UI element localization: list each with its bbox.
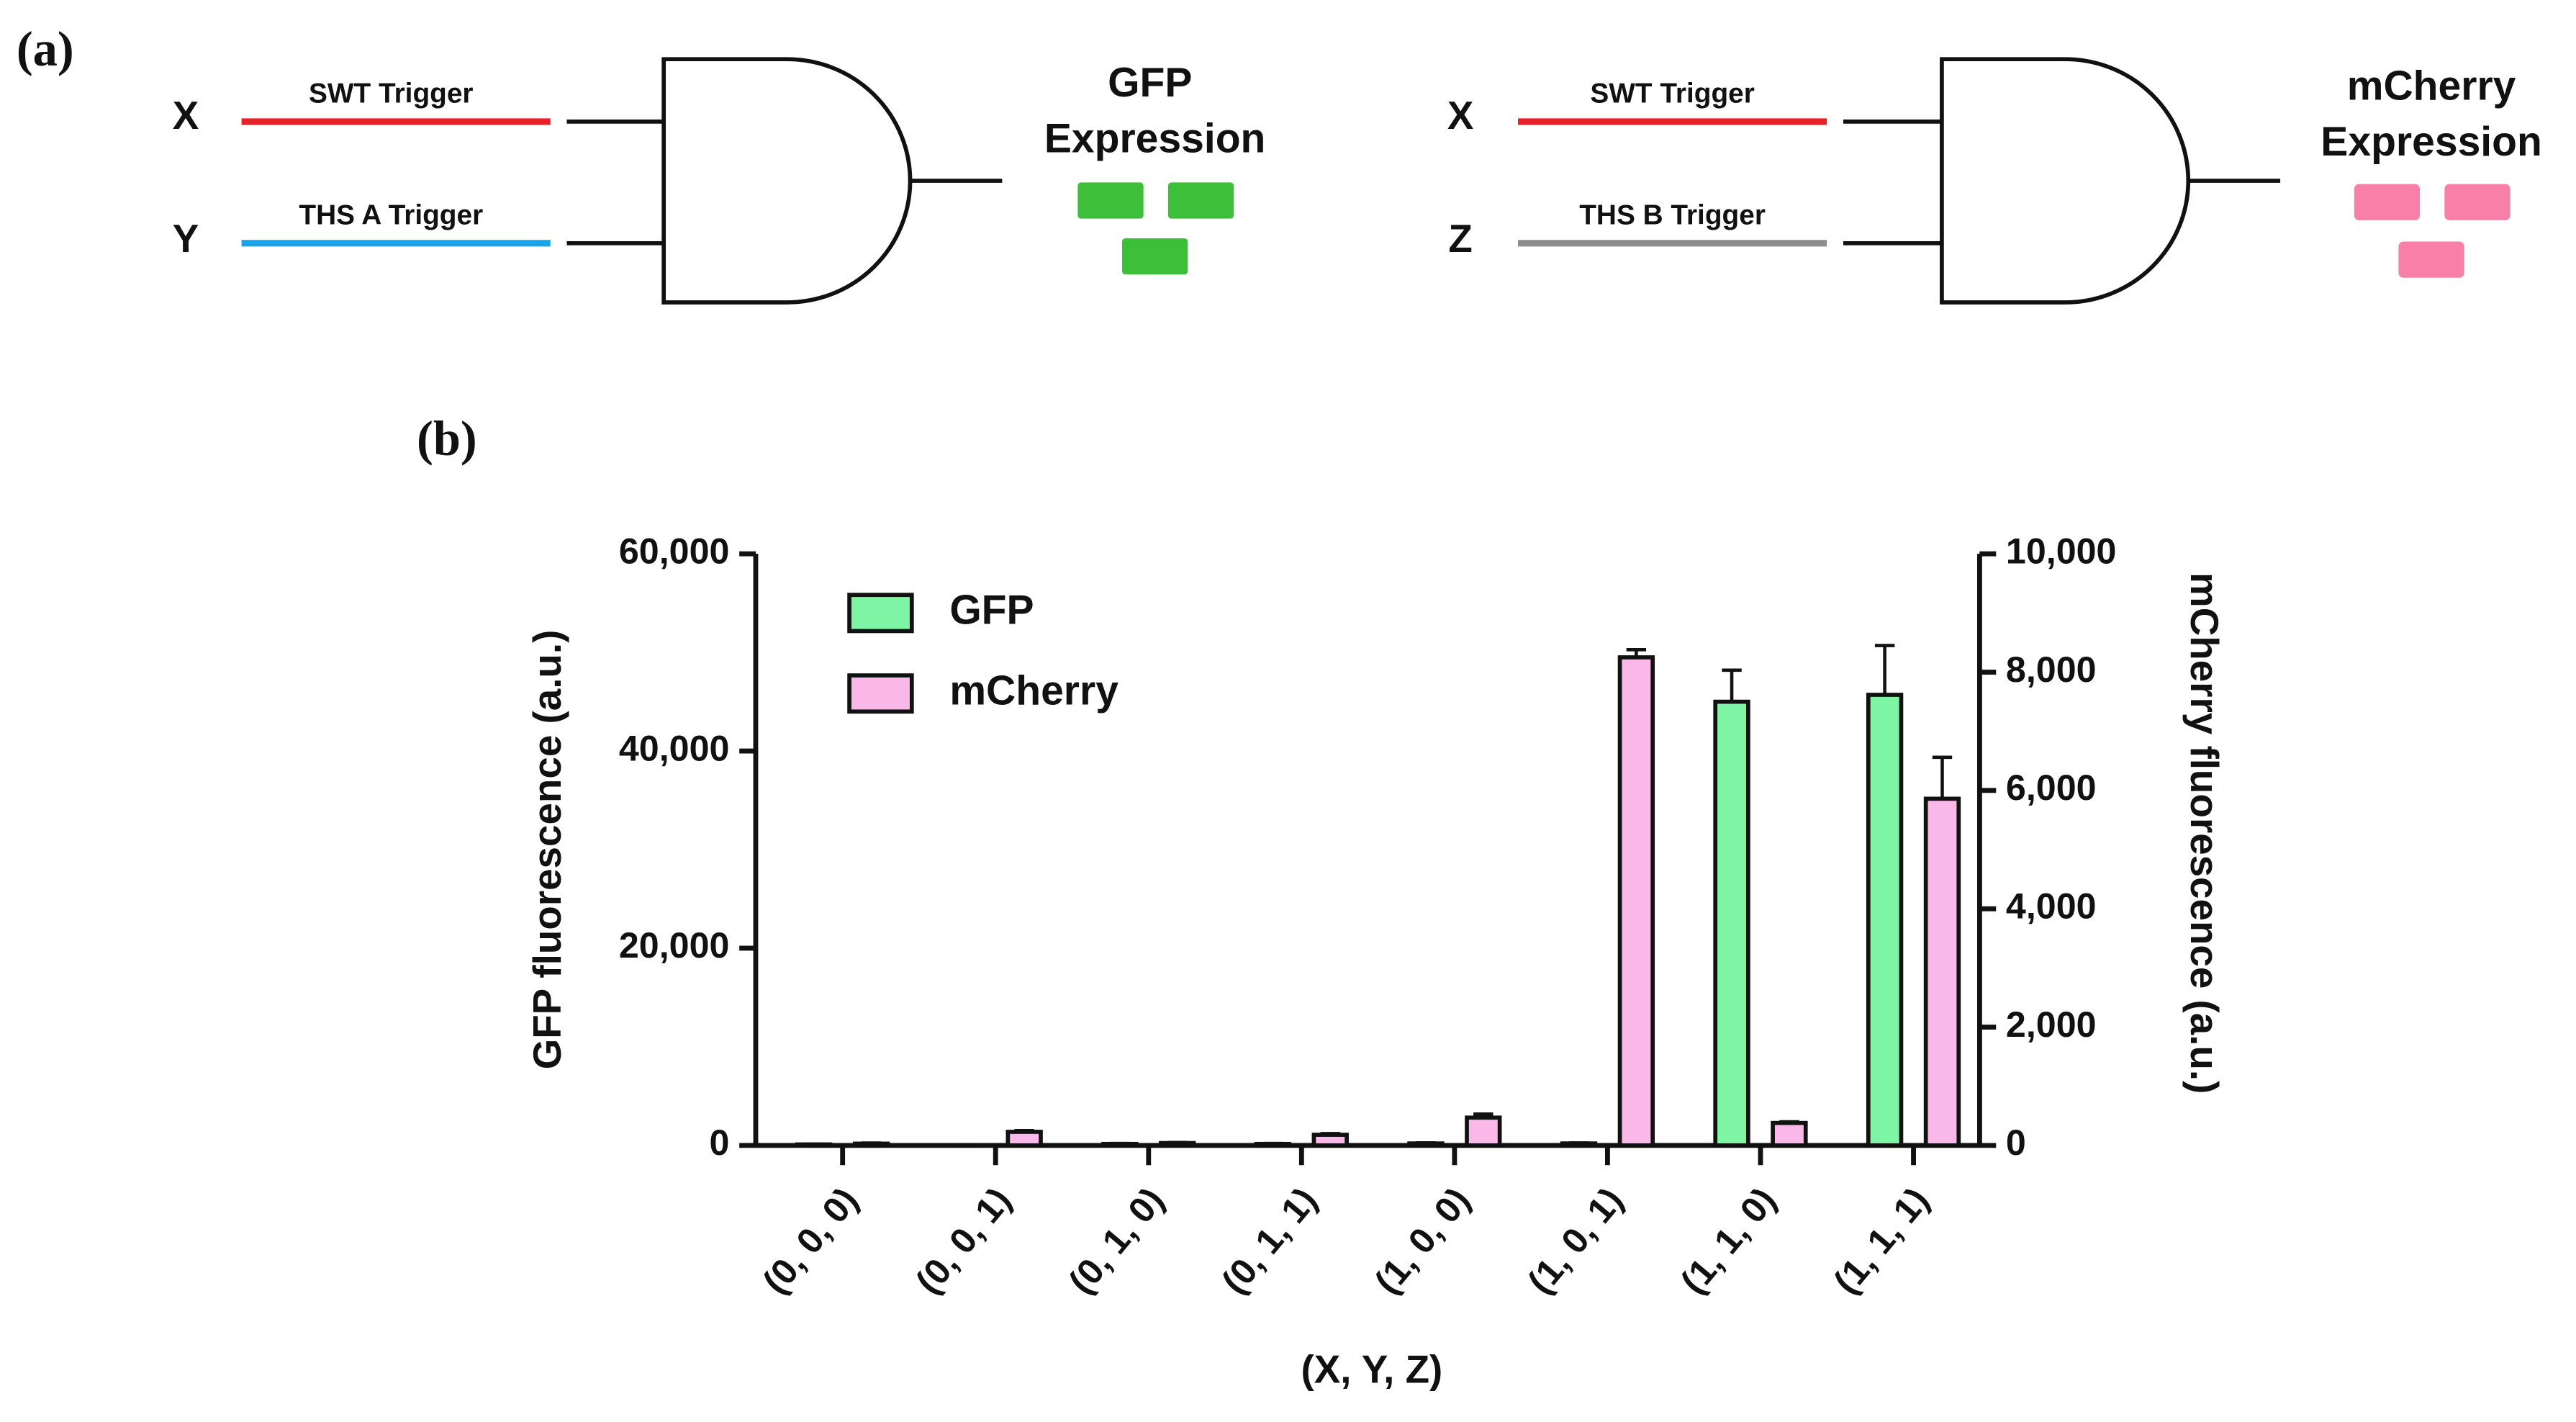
output-label: GFP (1108, 60, 1192, 106)
input-name: X (173, 93, 199, 138)
protein-icon (2444, 184, 2511, 220)
x-axis-title: (X, Y, Z) (1301, 1346, 1443, 1391)
bar (1311, 1133, 1349, 1148)
trigger-label: SWT Trigger (1590, 78, 1754, 109)
output-label: Expression (2320, 119, 2542, 165)
bar (1465, 1115, 1502, 1148)
legend-label: mCherry (949, 667, 1118, 714)
legend-label: GFP (949, 587, 1034, 633)
gate-group: X Z SWT Trigger THS B Trigger mCherry Ex… (1447, 57, 2542, 305)
trigger-label: SWT Trigger (309, 78, 473, 109)
output-label: mCherry (2347, 63, 2516, 109)
y2-tick-label: 2,000 (2006, 1004, 2097, 1045)
input-name: Z (1448, 216, 1472, 261)
gate-group: X Y SWT Trigger THS A Trigger GFP Expres… (173, 57, 1266, 305)
trigger-label: THS B Trigger (1579, 200, 1766, 231)
error-bar (1932, 755, 1953, 799)
x-tick-label: (0, 0, 1) (908, 1180, 1018, 1302)
bar (1101, 1141, 1139, 1148)
and-gate (661, 57, 913, 305)
y-axis-title: GFP fluorescence (a.u.) (525, 630, 569, 1070)
input-name: X (1447, 93, 1474, 138)
bar (1866, 693, 1904, 1148)
panel-label: (b) (417, 411, 477, 466)
bar (852, 1141, 890, 1148)
panel-label: (a) (17, 22, 74, 76)
protein-icon (1167, 182, 1234, 219)
y2-tick-label: 6,000 (2006, 768, 2097, 808)
y-tick-label: 40,000 (619, 728, 730, 768)
protein-icon (2354, 184, 2421, 220)
bar (1617, 655, 1655, 1148)
trigger-label: THS A Trigger (299, 200, 483, 231)
y-tick-label: 20,000 (619, 925, 730, 966)
bar (1771, 1120, 1808, 1148)
x-tick-label: (0, 0, 0) (755, 1180, 866, 1302)
output-label: Expression (1044, 115, 1266, 161)
bar (1407, 1141, 1445, 1148)
bar (795, 1142, 833, 1148)
protein-icon (2398, 241, 2464, 278)
bar (1560, 1141, 1598, 1148)
error-bar (1874, 644, 1895, 696)
bar (1005, 1130, 1043, 1148)
y2-axis-title: mCherry fluorescence (a.u.) (2182, 572, 2227, 1094)
x-tick-label: (1, 0, 0) (1367, 1180, 1478, 1302)
x-tick-label: (1, 1, 1) (1826, 1180, 1937, 1302)
y-tick-label: 60,000 (619, 531, 730, 571)
bar (1254, 1141, 1292, 1148)
input-name: Y (173, 216, 199, 261)
protein-icon (1121, 238, 1188, 275)
wire (566, 120, 1003, 246)
x-tick-label: (1, 0, 1) (1520, 1180, 1631, 1302)
bar (1713, 699, 1750, 1148)
wire (1843, 120, 2281, 246)
x-tick-label: (1, 1, 0) (1673, 1180, 1784, 1302)
legend-swatch (847, 673, 914, 714)
error-bar (1722, 668, 1742, 702)
legend-swatch (847, 593, 914, 634)
y2-tick-label: 8,000 (2006, 649, 2097, 690)
x-tick-label: (0, 1, 0) (1061, 1180, 1172, 1302)
y-tick-label: 0 (710, 1122, 730, 1163)
protein-icon (1077, 182, 1144, 219)
y2-tick-label: 0 (2006, 1122, 2026, 1163)
y2-tick-label: 4,000 (2006, 886, 2097, 926)
x-tick-label: (0, 1, 1) (1214, 1180, 1325, 1302)
y2-tick-label: 10,000 (2006, 531, 2117, 571)
and-gate (1940, 57, 2191, 305)
bar (1923, 796, 1961, 1148)
bar (1159, 1140, 1196, 1148)
